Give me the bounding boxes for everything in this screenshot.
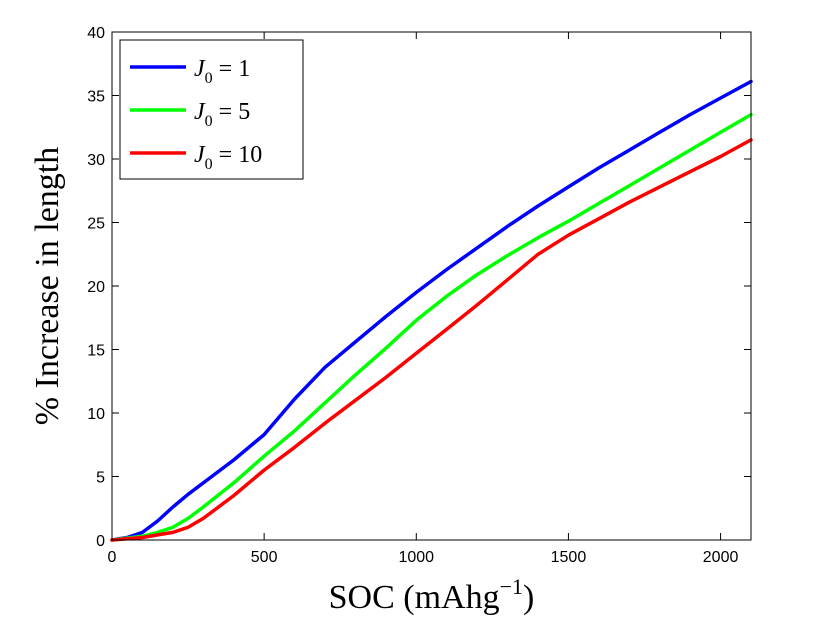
series-line-3: [110, 138, 753, 542]
y-tick-label: 35: [87, 89, 105, 106]
legend-label-1: J0 = 1: [194, 56, 250, 87]
series-line-2: [110, 112, 753, 542]
y-tick-label: 0: [96, 533, 105, 550]
legend-label-2: J0 = 5: [194, 99, 250, 130]
y-tick-labels: 0 5 10 15 20 25 30 35 40: [87, 25, 105, 550]
x-tick-label: 1000: [398, 549, 434, 566]
legend: J0 = 1 J0 = 5 J0 = 10: [119, 39, 304, 180]
x-tick-label: 1500: [551, 549, 587, 566]
x-tick-label: 0: [108, 549, 117, 566]
y-tick-label: 30: [87, 152, 105, 169]
series-layer: [110, 79, 753, 542]
plot-frame: [111, 31, 752, 541]
y-tick-label: 20: [87, 279, 105, 296]
x-tick-labels: 0 500 1000 1500 2000: [108, 549, 739, 566]
legend-label-3: J0 = 10: [194, 142, 262, 173]
y-tick-label: 5: [96, 470, 105, 487]
y-tick-label: 25: [87, 216, 105, 233]
y-tick-label: 40: [87, 25, 105, 42]
y-tick-label: 15: [87, 343, 105, 360]
y-tick-label: 10: [87, 406, 105, 423]
x-axis-label: SOC (mAhg−1): [329, 574, 535, 616]
x-tick-label: 2000: [703, 549, 739, 566]
y-axis-label: % Increase in length: [29, 147, 66, 426]
x-tick-label: 500: [251, 549, 278, 566]
series-line-1: [110, 79, 753, 542]
